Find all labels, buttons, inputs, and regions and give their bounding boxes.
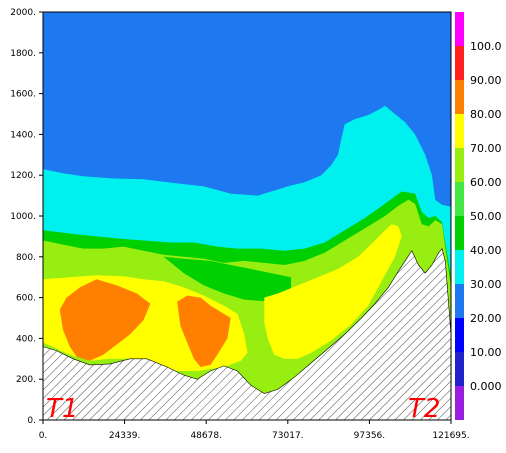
colorbar-swatch xyxy=(455,46,464,80)
annotation-t2: T2 xyxy=(408,394,440,424)
y-tick-label: 400. xyxy=(16,334,36,344)
colorbar-swatch xyxy=(455,250,464,284)
y-tick-label: 1000. xyxy=(10,212,36,222)
colorbar xyxy=(455,12,464,420)
x-axis: 0. 24339. 48678. 73017. 97356. 121695. xyxy=(39,420,470,441)
annotation-t1: T1 xyxy=(46,394,78,424)
y-tick-label: 1200. xyxy=(10,171,36,181)
colorbar-tick-label: 0.000 xyxy=(470,380,502,393)
colorbar-tick-label: 60.00 xyxy=(470,176,502,189)
colorbar-tick-label: 40.00 xyxy=(470,244,502,257)
x-tick-label: 121695. xyxy=(432,431,469,441)
contour-region-z10 xyxy=(351,146,369,167)
contour-region-z8 xyxy=(59,279,151,361)
colorbar-swatch xyxy=(455,182,464,216)
terrain-mask xyxy=(43,247,451,420)
colorbar-tick-label: 50.00 xyxy=(470,210,502,223)
colorbar-swatch xyxy=(455,284,464,318)
colorbar-swatch xyxy=(455,80,464,114)
x-tick-label: 48678. xyxy=(190,431,222,441)
colorbar-swatch xyxy=(455,386,464,420)
colorbar-swatch xyxy=(455,352,464,386)
colorbar-tick-label: 80.00 xyxy=(470,108,502,121)
colorbar-swatch xyxy=(455,216,464,250)
y-tick-label: 1400. xyxy=(10,130,36,140)
contour-region-z9 xyxy=(177,295,231,367)
colorbar-tick-label: 10.00 xyxy=(470,346,502,359)
x-tick-label: 97356. xyxy=(354,431,386,441)
y-tick-label: 800. xyxy=(16,253,36,263)
x-tick-label: 73017. xyxy=(272,431,304,441)
y-tick-label: 600. xyxy=(16,294,36,304)
colorbar-tick-label: 90.00 xyxy=(470,74,502,87)
plot-area xyxy=(43,12,451,420)
y-tick-label: 2000. xyxy=(10,8,36,18)
y-tick-label: 1600. xyxy=(10,90,36,100)
x-tick-label: 24339. xyxy=(109,431,141,441)
colorbar-ticks: 0.000 10.00 20.00 30.00 40.00 50.00 60.00 70.00… xyxy=(470,40,502,393)
y-tick-label: 1800. xyxy=(10,49,36,59)
y-tick-label: 0. xyxy=(27,416,36,426)
y-tick-label: 200. xyxy=(16,375,36,385)
contour-region-z5 xyxy=(163,256,292,302)
contour-region-z7 xyxy=(264,224,402,359)
contour-regions xyxy=(43,105,451,420)
y-axis: 0. 200. 400. 600. 800. 1000. 1200. 1400. 1600. 18… xyxy=(10,8,43,426)
colorbar-tick-label: 100.0 xyxy=(470,40,502,53)
colorbar-tick-label: 30.00 xyxy=(470,278,502,291)
colorbar-swatch xyxy=(455,114,464,148)
colorbar-tick-label: 70.00 xyxy=(470,142,502,155)
colorbar-tick-label: 20.00 xyxy=(470,312,502,325)
colorbar-swatch xyxy=(455,12,464,46)
colorbar-swatch xyxy=(455,148,464,182)
colorbar-swatch xyxy=(455,318,464,352)
x-tick-label: 0. xyxy=(39,431,48,441)
